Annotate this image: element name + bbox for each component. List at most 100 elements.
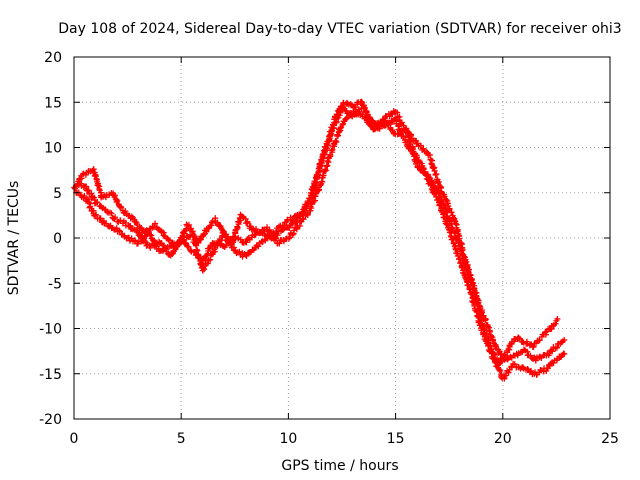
data-point	[286, 224, 293, 231]
data-point	[444, 200, 451, 207]
data-point	[104, 208, 111, 215]
data-point	[147, 231, 154, 238]
data-point	[147, 244, 154, 251]
data-point	[118, 204, 125, 211]
data-point	[272, 229, 279, 236]
data-point	[552, 320, 559, 327]
data-point	[256, 229, 263, 236]
data-point	[83, 183, 90, 190]
data-point	[244, 220, 251, 227]
data-point	[420, 166, 427, 173]
y-tick-label: 10	[44, 141, 62, 157]
y-tick-label: -5	[48, 276, 62, 292]
x-tick-label: 0	[70, 431, 79, 447]
data-point	[87, 203, 94, 210]
data-point	[108, 210, 115, 217]
data-point	[134, 228, 141, 235]
data-point	[243, 239, 250, 246]
data-point	[185, 244, 192, 251]
data-point	[561, 350, 568, 357]
data-point	[306, 198, 313, 205]
data-point	[300, 216, 307, 223]
data-point	[128, 213, 135, 220]
data-point	[409, 149, 416, 156]
x-tick-label: 5	[177, 431, 186, 447]
data-point	[289, 231, 296, 238]
data-point	[314, 172, 321, 179]
data-point	[456, 239, 463, 246]
series-track-3	[73, 102, 568, 382]
data-point	[515, 334, 522, 341]
data-point	[152, 220, 159, 227]
data-point	[335, 132, 342, 139]
data-point	[484, 323, 491, 330]
data-point	[276, 240, 283, 247]
data-point	[443, 196, 450, 203]
data-point	[96, 185, 103, 192]
data-point	[233, 250, 240, 257]
data-point	[273, 235, 280, 242]
data-point	[528, 367, 535, 374]
data-point	[304, 211, 311, 218]
data-point	[485, 342, 492, 349]
data-point	[446, 226, 453, 233]
data-point	[332, 137, 339, 144]
data-point	[507, 353, 514, 360]
data-point	[414, 140, 421, 147]
y-tick-label: -20	[39, 412, 62, 428]
data-point	[548, 347, 555, 354]
y-tick-label: 20	[44, 50, 62, 66]
data-point	[553, 344, 560, 351]
y-tick-label: 0	[53, 231, 62, 247]
data-point	[315, 168, 322, 175]
data-point	[253, 226, 260, 233]
data-point	[478, 309, 485, 316]
data-point	[482, 317, 489, 324]
data-point	[554, 315, 561, 322]
data-point	[437, 202, 444, 209]
data-point	[532, 357, 539, 364]
data-point	[255, 243, 262, 250]
chart-title: Day 108 of 2024, Sidereal Day-to-day VTE…	[58, 21, 621, 37]
data-point	[322, 166, 329, 173]
data-point	[457, 259, 464, 266]
data-point	[231, 236, 238, 243]
y-tick-label: -15	[39, 367, 62, 383]
data-point	[434, 180, 441, 187]
data-point	[293, 214, 300, 221]
data-point	[333, 138, 340, 145]
data-point	[487, 328, 494, 335]
data-point	[482, 316, 489, 323]
data-point	[497, 367, 504, 374]
y-tick-label: -10	[39, 322, 62, 338]
data-point	[400, 133, 407, 140]
data-point	[417, 142, 424, 149]
data-point	[128, 235, 135, 242]
data-point	[128, 225, 135, 232]
data-point	[299, 215, 306, 222]
data-point	[95, 182, 102, 189]
x-axis-label: GPS time / hours	[281, 458, 398, 474]
data-point	[236, 248, 243, 255]
y-tick-label: 15	[44, 95, 62, 111]
data-point	[511, 361, 518, 368]
data-point	[222, 233, 229, 240]
data-point	[359, 111, 366, 118]
x-tick-label: 10	[279, 431, 297, 447]
data-point	[549, 348, 556, 355]
data-point	[362, 105, 369, 112]
data-point	[285, 235, 292, 242]
data-point	[141, 233, 148, 240]
data-point	[196, 254, 203, 261]
data-point	[489, 336, 496, 343]
data-point	[93, 212, 100, 219]
data-point	[530, 343, 537, 350]
data-point	[343, 115, 350, 122]
data-point	[112, 214, 119, 221]
data-point	[414, 154, 421, 161]
data-point	[286, 234, 293, 241]
data-point	[466, 286, 473, 293]
data-point	[132, 218, 139, 225]
x-tick-label: 20	[494, 431, 512, 447]
